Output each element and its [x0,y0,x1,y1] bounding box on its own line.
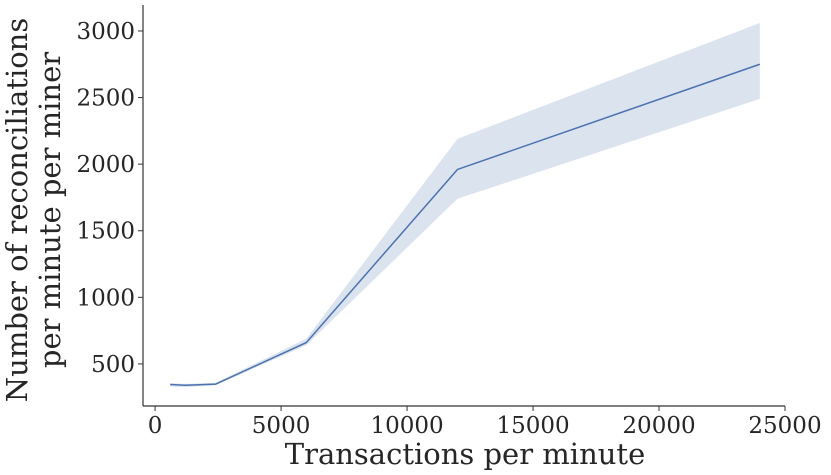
confidence-band [170,22,760,388]
x-tick-label: 0 [148,413,163,439]
y-tick-label: 2000 [76,152,135,178]
y-tick-label: 3000 [76,19,135,45]
y-tick-label: 2500 [76,86,135,112]
line [170,63,761,386]
x-tick-label: 15000 [496,413,569,439]
x-tick-label: 20000 [622,413,695,439]
x-tick-label: 5000 [252,413,311,439]
y-axis-label: Number of reconciliations [0,18,34,402]
y-tick-label: 500 [91,352,135,378]
y-tick-label: 1000 [76,285,135,311]
y-tick-label: 1500 [76,219,135,245]
x-tick-label: 25000 [748,413,821,439]
y-axis-label: per minute per miner [33,52,67,368]
x-tick-label: 10000 [370,413,443,439]
x-axis-label: Transactions per minute [285,437,646,471]
